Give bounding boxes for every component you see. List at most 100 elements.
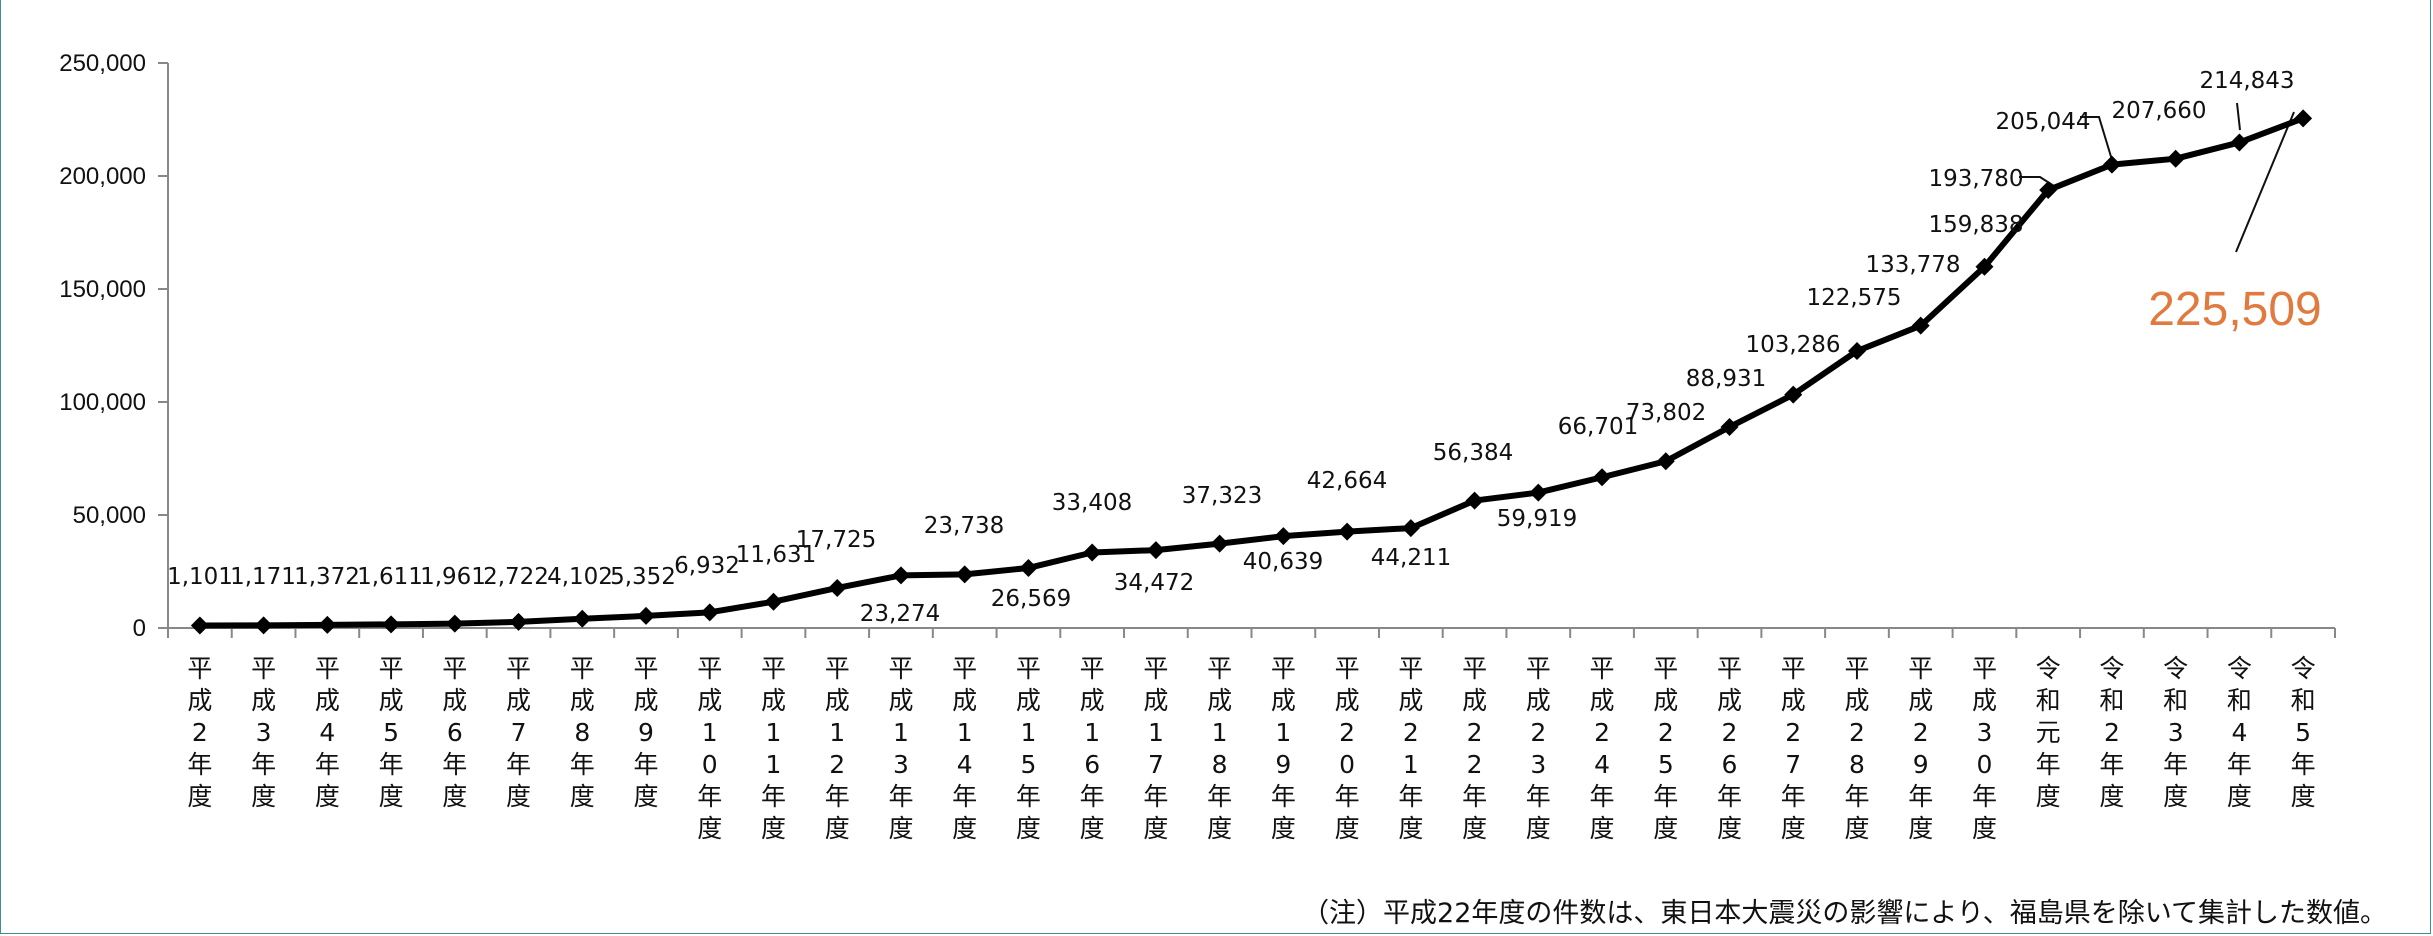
data-label: 23,738 — [924, 513, 1004, 539]
data-label: 42,664 — [1307, 468, 1387, 494]
x-tick-label: 平成 9 年度 — [634, 654, 659, 811]
data-point-marker — [1911, 316, 1930, 335]
x-tick-label: 平成 1 6 年度 — [1080, 654, 1105, 843]
data-label: 2,722 — [483, 564, 549, 590]
data-label: 1,961 — [420, 564, 486, 590]
data-point-marker — [891, 566, 910, 585]
x-tick-label: 平成 2 3 年度 — [1526, 654, 1551, 843]
data-point-marker — [1274, 527, 1293, 546]
x-tick-label: 平成 5 年度 — [379, 654, 404, 811]
data-label: 193,780 — [1928, 166, 2023, 192]
data-point-marker — [2039, 181, 2058, 200]
data-point-marker — [764, 592, 783, 611]
x-tick-label: 平成 2 1 年度 — [1398, 654, 1423, 843]
x-tick-label: 平成 4 年度 — [315, 654, 340, 811]
data-label: 23,274 — [860, 601, 940, 627]
data-label: 207,660 — [2111, 98, 2206, 124]
leader-line — [2236, 102, 2241, 131]
data-point-marker — [828, 578, 847, 597]
x-tick-label: 令和 5 年度 — [2291, 654, 2316, 811]
data-label: 1,171 — [230, 564, 296, 590]
data-point-marker — [1847, 341, 1866, 360]
data-point-marker — [955, 565, 974, 584]
y-axis: 0 50,000 100,000 150,000 200,000 250,000 — [59, 50, 169, 642]
data-point-marker — [1465, 491, 1484, 510]
x-tick-label: 平成 1 2 年度 — [825, 654, 850, 843]
x-tick-label: 平成 2 0 年度 — [1335, 654, 1360, 843]
x-tick-label: 平成 1 4 年度 — [952, 654, 977, 843]
leader-line — [2080, 116, 2113, 161]
x-tick-label: 令和 4 年度 — [2227, 654, 2252, 811]
y-tick-label: 100,000 — [59, 389, 146, 416]
series-line — [199, 115, 2305, 629]
data-point-marker — [2294, 109, 2313, 128]
data-point-marker — [382, 615, 401, 634]
x-tick-label: 平成 1 0 年度 — [697, 654, 722, 843]
x-tick-label: 平成 3 0 年度 — [1972, 654, 1997, 843]
data-label: 1,101 — [167, 564, 233, 590]
data-point-marker — [1083, 543, 1102, 562]
x-tick-label: 平成 2 年度 — [187, 654, 212, 811]
data-labels: 1,1011,1711,3721,6111,9612,7224,1025,352… — [167, 68, 2294, 627]
data-label: 122,575 — [1806, 285, 1901, 311]
x-tick-label: 令和 2 年度 — [2099, 654, 2124, 811]
data-label: 37,323 — [1182, 483, 1262, 509]
data-point-marker — [190, 616, 209, 635]
data-point-marker — [1784, 385, 1803, 404]
x-tick-label: 令和元年度 — [2036, 654, 2061, 811]
leader-line — [2235, 111, 2295, 253]
data-label: 4,102 — [547, 564, 613, 590]
data-point-marker — [1656, 452, 1675, 471]
y-tick-label: 50,000 — [73, 502, 146, 529]
data-label: 133,778 — [1865, 252, 1960, 278]
data-point-marker — [1210, 534, 1229, 553]
data-label: 1,611 — [357, 564, 423, 590]
data-series — [190, 109, 2313, 635]
y-tick-label: 0 — [133, 615, 146, 642]
x-tick-label: 平成 2 9 年度 — [1908, 654, 1933, 843]
data-label: 26,569 — [991, 586, 1071, 612]
data-label: 17,725 — [796, 527, 876, 553]
data-label: 205,044 — [1995, 109, 2090, 135]
x-tick-label: 平成 2 8 年度 — [1844, 654, 1869, 843]
data-label: 88,931 — [1686, 366, 1766, 392]
y-tick-label: 150,000 — [59, 276, 146, 303]
data-point-marker — [2102, 155, 2121, 174]
data-point-marker — [318, 615, 337, 634]
x-tick-label: 平成 2 5 年度 — [1653, 654, 1678, 843]
data-point-marker — [2166, 149, 2185, 168]
data-label: 214,843 — [2199, 68, 2294, 94]
data-point-marker — [1720, 418, 1739, 437]
data-label: 5,352 — [610, 564, 676, 590]
x-tick-label: 平成 1 3 年度 — [888, 654, 913, 843]
data-point-marker — [1338, 522, 1357, 541]
data-point-marker — [1975, 257, 1994, 276]
x-tick-label: 平成 1 1 年度 — [761, 654, 786, 843]
data-label: 73,802 — [1626, 400, 1706, 426]
data-point-marker — [700, 603, 719, 622]
data-label: 66,701 — [1558, 414, 1638, 440]
data-label: 103,286 — [1745, 332, 1840, 358]
x-tick-label: 平成 1 9 年度 — [1271, 654, 1296, 843]
data-point-marker — [1593, 468, 1612, 487]
data-point-marker — [509, 612, 528, 631]
data-label: 44,211 — [1371, 545, 1451, 571]
data-point-marker — [1146, 541, 1165, 560]
x-tick-label: 平成 1 8 年度 — [1207, 654, 1232, 843]
x-tick-label: 平成 1 5 年度 — [1016, 654, 1041, 843]
x-tick-label: 平成 8 年度 — [570, 654, 595, 811]
x-axis: 平成 2 年度 平成 3 年度 平成 4 年度 平成 5 年度 平成 6 年度 平成 7 年度 平成 8 年度 平成 9 年度… — [167, 627, 2336, 843]
x-tick-label: 平成 6 年度 — [442, 654, 467, 811]
data-point-marker — [254, 616, 273, 635]
x-tick-label: 平成 2 4 年度 — [1590, 654, 1615, 843]
data-point-marker — [637, 606, 656, 625]
data-point-marker — [573, 609, 592, 628]
data-label: 40,639 — [1243, 549, 1323, 575]
data-point-marker — [1019, 558, 1038, 577]
data-label: 11,631 — [736, 542, 816, 568]
data-label: 56,384 — [1433, 440, 1513, 466]
data-label: 159,838 — [1928, 212, 2023, 238]
data-label: 1,372 — [294, 564, 360, 590]
